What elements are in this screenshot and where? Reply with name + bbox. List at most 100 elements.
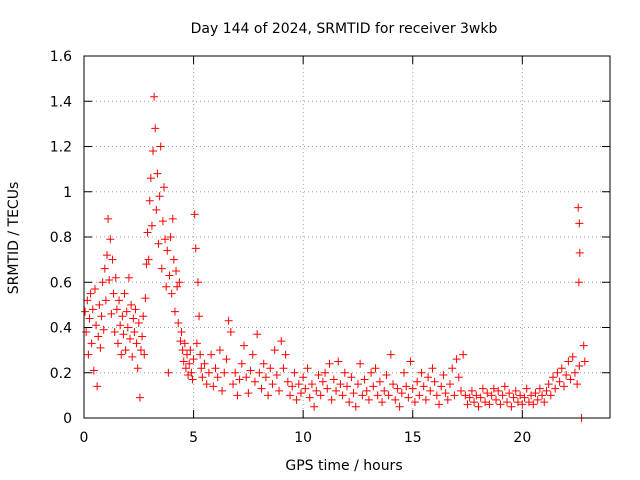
data-point <box>472 391 481 400</box>
data-point <box>233 391 242 400</box>
data-point <box>88 305 97 314</box>
data-point <box>564 357 573 366</box>
data-point <box>104 214 113 223</box>
data-point <box>117 350 126 359</box>
data-point <box>196 350 205 359</box>
data-point <box>568 352 577 361</box>
data-point <box>463 400 472 409</box>
data-point <box>360 375 369 384</box>
data-point <box>573 380 582 389</box>
data-point <box>538 391 547 400</box>
data-point <box>426 386 435 395</box>
x-tick-label: 15 <box>404 430 422 446</box>
data-point <box>408 384 417 393</box>
data-point <box>85 314 94 323</box>
data-point <box>489 384 498 393</box>
data-point <box>441 389 450 398</box>
data-point <box>559 382 568 391</box>
data-point <box>165 271 174 280</box>
x-tick-label: 0 <box>80 430 89 446</box>
data-point <box>277 337 286 346</box>
x-axis-label: GPS time / hours <box>285 458 402 474</box>
data-point <box>478 384 487 393</box>
data-point <box>190 210 199 219</box>
data-point <box>113 339 122 348</box>
axis-ticks: 0 0.2 0.4 0.6 0.8 1 1.2 1.4 1.6 0 5 10 15 20 <box>50 49 610 446</box>
data-point <box>544 380 553 389</box>
data-point <box>108 255 117 264</box>
data-point <box>419 382 428 391</box>
data-point <box>575 361 584 370</box>
data-point <box>367 368 376 377</box>
data-point <box>253 330 262 339</box>
data-point <box>134 318 143 327</box>
data-point <box>175 278 184 287</box>
data-point <box>93 382 102 391</box>
data-point <box>130 328 139 337</box>
data-point <box>373 391 382 400</box>
data-point <box>413 377 422 386</box>
data-point <box>522 384 531 393</box>
data-point <box>96 343 105 352</box>
x-tick-label: 5 <box>189 430 198 446</box>
data-point <box>132 339 141 348</box>
data-point <box>129 314 138 323</box>
data-point <box>435 400 444 409</box>
data-point <box>301 384 310 393</box>
data-point <box>507 402 516 411</box>
data-point <box>494 386 503 395</box>
data-point <box>239 341 248 350</box>
data-point <box>92 321 101 330</box>
data-point <box>452 355 461 364</box>
data-point <box>286 391 295 400</box>
data-point <box>209 382 218 391</box>
data-point <box>580 357 589 366</box>
data-point <box>340 368 349 377</box>
data-point <box>189 355 198 364</box>
data-point <box>173 282 182 291</box>
data-point <box>154 239 163 248</box>
data-point <box>557 364 566 373</box>
data-point <box>167 289 176 298</box>
data-point <box>147 221 156 230</box>
data-point <box>345 398 354 407</box>
data-point <box>242 373 251 382</box>
data-point <box>127 300 136 309</box>
data-point <box>157 264 166 273</box>
data-point <box>97 312 106 321</box>
data-point <box>270 346 279 355</box>
data-point <box>529 400 538 409</box>
data-point <box>343 382 351 391</box>
data-point <box>549 373 558 382</box>
data-point <box>555 377 564 386</box>
data-point <box>511 386 520 395</box>
data-point <box>151 124 160 133</box>
data-point <box>255 368 264 377</box>
data-point <box>575 219 584 228</box>
data-point <box>424 373 433 382</box>
data-point <box>520 393 529 402</box>
y-tick-label: 0.8 <box>50 230 72 246</box>
data-point <box>126 334 135 343</box>
data-point <box>574 278 583 287</box>
data-point <box>305 393 314 402</box>
data-point <box>99 325 108 334</box>
data-point <box>456 386 465 395</box>
grid-lines <box>84 56 610 418</box>
data-point <box>509 393 518 402</box>
data-point <box>481 398 490 407</box>
data-point <box>142 260 151 269</box>
data-point <box>450 391 459 400</box>
data-point <box>169 255 178 264</box>
data-point <box>105 275 114 284</box>
data-point <box>502 398 511 407</box>
y-tick-label: 1.2 <box>50 140 72 156</box>
data-point <box>185 359 194 368</box>
x-tick-label: 10 <box>294 430 312 446</box>
data-point <box>268 380 277 389</box>
data-point <box>474 402 483 411</box>
data-point <box>516 391 525 400</box>
data-point <box>406 357 415 366</box>
data-points <box>81 92 589 422</box>
data-point <box>109 289 118 298</box>
